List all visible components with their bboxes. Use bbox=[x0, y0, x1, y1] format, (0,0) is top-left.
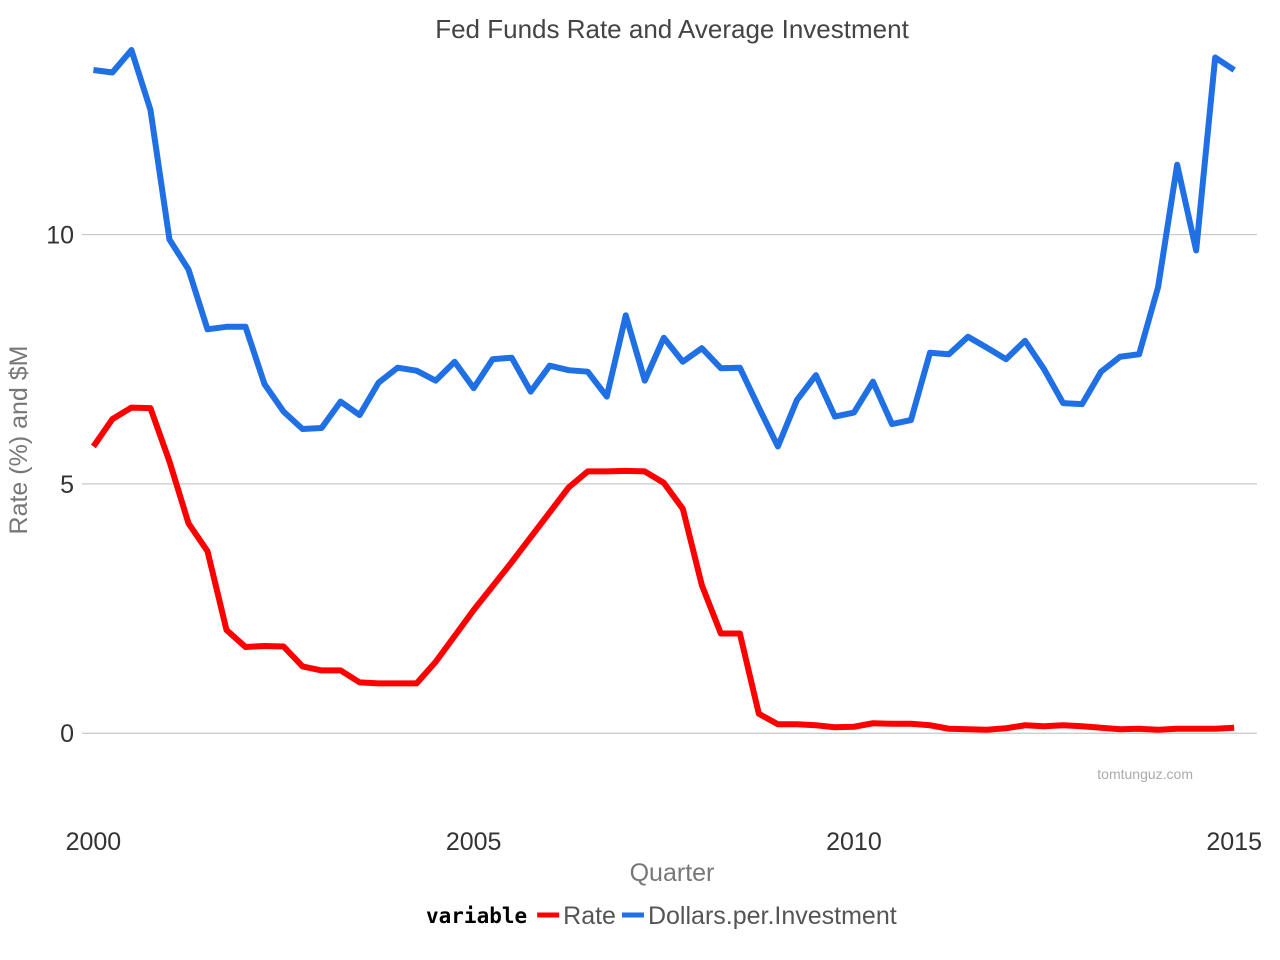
y-axis-label: Rate (%) and $M bbox=[5, 346, 33, 535]
series-lines bbox=[90, 47, 1236, 733]
watermark: tomtunguz.com bbox=[1097, 766, 1193, 782]
legend-title: variable bbox=[426, 904, 527, 928]
y-tick-label: 10 bbox=[46, 222, 74, 250]
x-tick-label: 2005 bbox=[446, 828, 502, 856]
y-tick-label: 0 bbox=[60, 720, 74, 748]
x-tick-label: 2015 bbox=[1206, 828, 1262, 856]
legend-entries: Rate Dollars.per.Investment bbox=[537, 902, 897, 930]
x-tick-label: 2000 bbox=[66, 828, 122, 856]
legend-label-0: Rate bbox=[563, 902, 616, 930]
grid-lines bbox=[82, 233, 1257, 734]
series-line-0 bbox=[90, 404, 1235, 733]
y-tick-labels: 0 5 10 bbox=[46, 222, 74, 749]
y-tick-label: 5 bbox=[60, 471, 74, 499]
x-tick-label: 2010 bbox=[826, 828, 882, 856]
legend: variable Rate Dollars.per.Investment bbox=[426, 902, 897, 930]
x-axis-label: Quarter bbox=[630, 859, 715, 887]
chart-title: Fed Funds Rate and Average Investment bbox=[435, 14, 909, 44]
legend-label-1: Dollars.per.Investment bbox=[648, 902, 897, 930]
series-line-1 bbox=[93, 47, 1236, 450]
x-tick-labels: 2000 2005 2010 2015 bbox=[66, 828, 1262, 856]
